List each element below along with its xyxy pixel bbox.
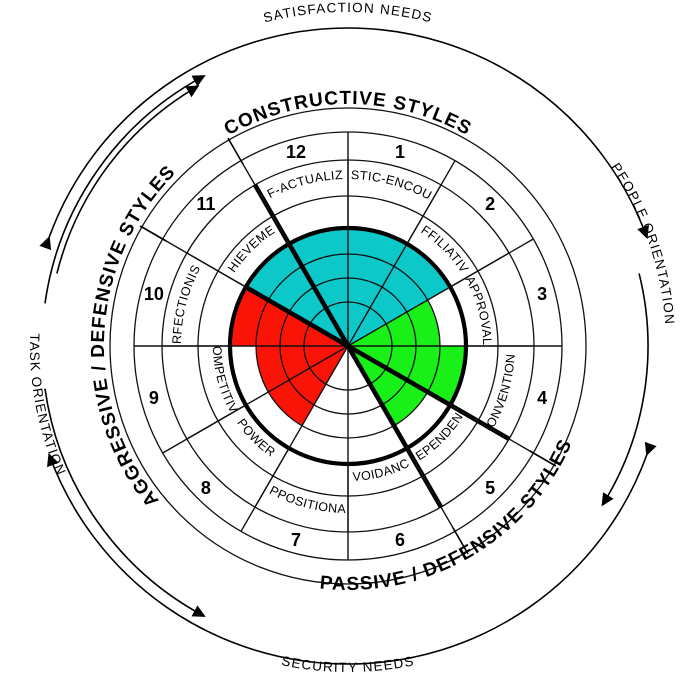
segment-number-7: 7 [291,530,301,550]
quadrant-tick-1 [529,450,557,467]
segment-number-10: 10 [144,284,164,304]
segment-number-2: 2 [485,194,495,214]
spoke-inner-2 [347,287,449,347]
wedge-9 [256,346,348,392]
people-orientation-label: PEOPLE ORIENTATION [608,160,677,326]
people-orientation-arrow [44,388,206,617]
wedge-3 [348,300,440,346]
bold-divider-aggressive [246,286,350,348]
quadrant-tick-2 [452,527,469,555]
satisfaction-needs-label: SATISFACTION NEEDS [262,0,434,25]
spoke-inner-1 [347,245,407,347]
quadrant-tick-0 [227,137,244,165]
task-orientation-arrow [56,85,200,274]
score-wedges [232,230,464,426]
security-needs-label: SECURITY NEEDS [280,653,415,675]
label-divider-8 [186,403,248,440]
label-divider-2 [448,252,510,289]
satisfaction-needs-arc [39,27,649,251]
quadrant-label-passive-defensive: PASSIVE / DEFENSIVE STYLES [319,436,577,595]
spoke-inner-7 [289,345,349,447]
wedge-5 [348,346,428,426]
segment-number-9: 9 [149,388,159,408]
people-orientation-arrow-down [601,273,649,507]
wedge-1 [348,230,406,346]
segment-number-1: 1 [395,142,405,162]
segment-number-6: 6 [395,530,405,550]
segment-number-5: 5 [485,478,495,498]
outer-ring-4 [109,107,587,585]
segment-number-12: 12 [286,142,306,162]
segment-number-8: 8 [201,478,211,498]
label-divider-4 [448,403,510,440]
security-needs-arc [47,441,657,665]
quadrant-tick-3 [139,225,167,242]
segment-number-11: 11 [196,194,215,214]
label-divider-10 [186,252,248,289]
task-orientation-arrow-up [44,75,206,304]
wedge-2 [348,245,449,346]
wedge-8 [268,346,348,426]
spoke-inner-8 [247,345,349,405]
segment-number-3: 3 [537,284,547,304]
segment-number-4: 4 [537,388,547,408]
segment-label-2: AFFILIATIVE [0,0,471,276]
wedge-11 [247,245,348,346]
